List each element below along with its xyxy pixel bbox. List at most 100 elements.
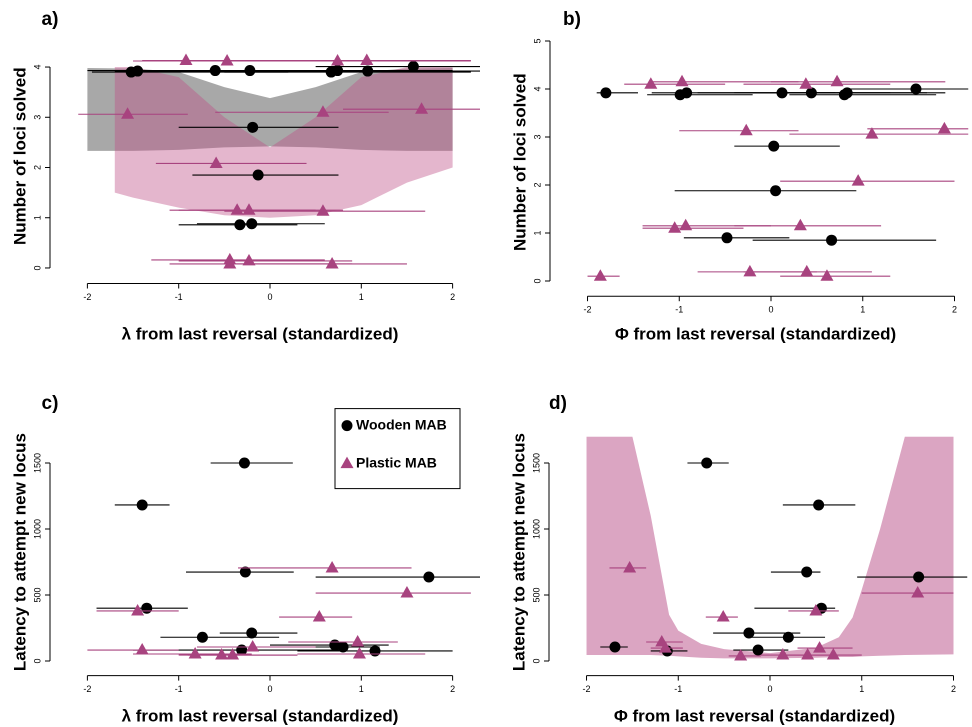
y-tick-label: 5 [532, 38, 542, 43]
circle-marker [369, 645, 381, 657]
circle-marker [681, 87, 693, 99]
circle-marker [743, 627, 755, 639]
triangle-marker [188, 647, 202, 659]
circle-marker [768, 140, 780, 152]
circle-marker [776, 87, 788, 99]
circle-marker [770, 185, 782, 197]
triangle-marker [716, 610, 730, 622]
y-tick-label: 0 [32, 265, 42, 270]
y-tick-label: 0 [532, 278, 542, 283]
y-tick-label: 2 [32, 165, 42, 170]
triangle-marker [246, 640, 260, 652]
confidence-band [114, 67, 453, 218]
circle-marker [910, 83, 922, 95]
triangle-marker [799, 77, 813, 89]
triangle-marker [121, 107, 135, 119]
triangle-marker [937, 121, 951, 134]
y-axis-title: Latency to attempt new locus [509, 433, 528, 671]
x-tick-label: -2 [83, 684, 91, 694]
y-tick-label: 1500 [531, 453, 541, 473]
y-tick-label: 1 [32, 215, 42, 220]
panel: -2 -1 0 1 2 0 1 2 3 4 5 Φ from last reversal (stand… [510, 9, 969, 343]
triangle-marker [316, 204, 330, 216]
triangle-marker [340, 456, 354, 469]
x-tick-label: 0 [267, 684, 272, 694]
circle-marker [813, 499, 825, 511]
x-tick-label: 1 [359, 684, 364, 694]
y-tick-label: 0 [531, 658, 541, 663]
x-tick-label: 0 [768, 305, 773, 315]
triangle-marker [400, 586, 414, 598]
x-tick-label: -2 [83, 292, 91, 302]
triangle-marker [209, 156, 223, 168]
triangle-marker [593, 269, 607, 281]
y-tick-label: 1000 [531, 519, 541, 539]
circle-marker [244, 65, 256, 77]
triangle-marker [793, 218, 807, 231]
triangle-marker [415, 102, 429, 114]
triangle-marker [325, 560, 339, 573]
triangle-marker [352, 647, 366, 659]
y-tick-label: 1000 [32, 519, 42, 539]
triangle-marker [242, 253, 256, 266]
y-tick-label: 500 [531, 587, 541, 602]
triangle-marker [623, 560, 637, 573]
circle-marker [407, 61, 419, 73]
panel: -2 -1 0 1 2 0 1 2 3 4 λ from last reversal (standa… [10, 9, 480, 343]
y-axis-title: Number of loci solved [510, 73, 529, 251]
y-axis-title: Latency to attempt new locus [10, 433, 29, 671]
x-axis-title: Φ from last reversal (standardized) [614, 706, 895, 725]
triangle-marker [679, 218, 693, 231]
circle-marker [841, 87, 853, 99]
triangle-marker [226, 648, 240, 660]
triangle-marker [351, 634, 365, 647]
x-tick-label: 1 [860, 305, 865, 315]
circle-marker [423, 571, 435, 583]
circle-marker [362, 65, 374, 77]
circle-marker [805, 87, 817, 99]
triangle-marker [801, 648, 815, 660]
panel: -2 -1 0 1 2 0 500 1000 1500 λ from last reversal … [10, 393, 480, 725]
x-tick-label: 2 [450, 684, 455, 694]
triangle-marker [776, 648, 790, 660]
circle-marker [332, 65, 344, 77]
triangle-marker [739, 123, 753, 136]
triangle-marker [131, 603, 145, 616]
confidence-band [586, 436, 954, 659]
panel-label: b) [563, 9, 581, 30]
circle-marker [609, 641, 621, 653]
circle-marker [337, 641, 349, 653]
y-axis-title: Number of loci solved [10, 67, 29, 245]
circle-marker [246, 218, 258, 230]
x-tick-label: -2 [583, 684, 591, 694]
triangle-marker [230, 203, 244, 215]
panel-label: d) [549, 393, 567, 414]
y-tick-label: 500 [32, 587, 42, 602]
legend-box [334, 408, 461, 490]
panel: -2 -1 0 1 2 0 500 1000 1500 Φ from last reversal … [509, 393, 968, 725]
triangle-marker [743, 264, 757, 277]
x-tick-label: -2 [584, 305, 592, 315]
triangle-marker [911, 586, 925, 598]
panel-label: a) [42, 9, 59, 30]
triangle-marker [675, 74, 689, 87]
triangle-marker [865, 127, 879, 139]
triangle-marker [826, 648, 840, 660]
x-axis-title: Φ from last reversal (standardized) [615, 324, 896, 343]
circle-marker [239, 566, 251, 578]
y-tick-label: 2 [532, 182, 542, 187]
circle-marker [782, 631, 794, 643]
circle-marker [252, 169, 264, 181]
x-tick-label: 2 [450, 292, 455, 302]
triangle-marker [220, 54, 234, 66]
x-tick-label: -1 [674, 684, 682, 694]
circle-marker [913, 571, 925, 583]
circle-marker [136, 499, 148, 511]
x-tick-label: 1 [359, 292, 364, 302]
triangle-marker [830, 74, 844, 87]
y-tick-label: 1500 [32, 453, 42, 473]
circle-marker [752, 644, 764, 656]
circle-marker [701, 457, 713, 469]
band-group [586, 436, 954, 659]
circle-marker [209, 65, 221, 77]
